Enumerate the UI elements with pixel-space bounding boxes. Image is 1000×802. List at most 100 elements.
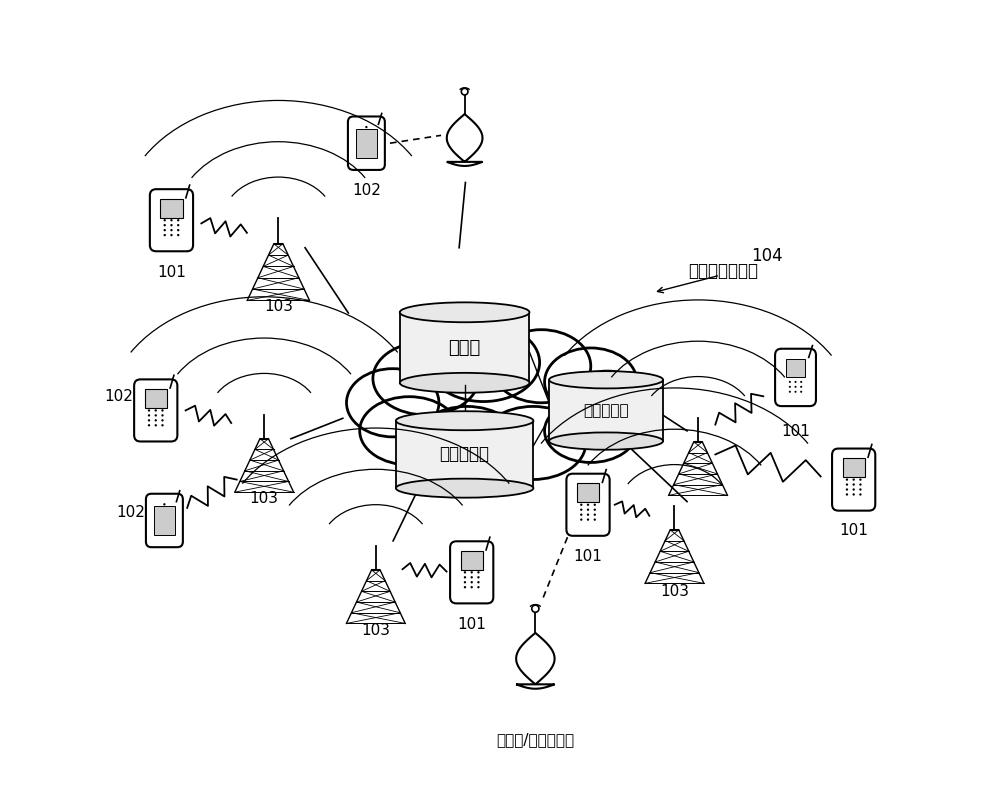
Circle shape: [587, 508, 589, 511]
Circle shape: [477, 571, 480, 573]
Ellipse shape: [396, 479, 533, 498]
Circle shape: [170, 219, 173, 221]
Text: 102: 102: [352, 183, 381, 198]
Text: 102: 102: [104, 389, 133, 404]
Circle shape: [161, 409, 164, 411]
Circle shape: [161, 414, 164, 416]
FancyBboxPatch shape: [577, 484, 599, 502]
FancyBboxPatch shape: [134, 379, 177, 441]
FancyBboxPatch shape: [146, 494, 183, 547]
Circle shape: [594, 504, 596, 506]
Circle shape: [148, 424, 150, 427]
Circle shape: [789, 386, 791, 388]
Text: 103: 103: [250, 491, 279, 506]
FancyBboxPatch shape: [154, 506, 175, 535]
Polygon shape: [396, 421, 533, 488]
FancyBboxPatch shape: [461, 551, 483, 570]
Ellipse shape: [396, 411, 533, 430]
Circle shape: [580, 508, 582, 511]
Circle shape: [580, 504, 582, 506]
Text: 101: 101: [574, 549, 602, 564]
Circle shape: [177, 234, 179, 237]
Circle shape: [177, 219, 179, 221]
Ellipse shape: [373, 342, 479, 415]
Circle shape: [794, 386, 797, 388]
Circle shape: [471, 586, 473, 589]
Circle shape: [471, 571, 473, 573]
Circle shape: [846, 479, 848, 480]
Circle shape: [477, 576, 480, 578]
Text: 101: 101: [457, 617, 486, 632]
Circle shape: [846, 484, 848, 486]
Circle shape: [859, 484, 862, 486]
FancyBboxPatch shape: [356, 129, 377, 158]
Circle shape: [365, 126, 368, 128]
Text: 101: 101: [839, 523, 868, 537]
Circle shape: [163, 503, 166, 505]
Text: 103: 103: [660, 584, 689, 599]
Text: 103: 103: [264, 299, 293, 314]
FancyBboxPatch shape: [145, 389, 167, 408]
Circle shape: [164, 234, 166, 237]
Text: 103: 103: [361, 623, 390, 638]
Circle shape: [789, 381, 791, 383]
Circle shape: [164, 224, 166, 226]
Circle shape: [846, 488, 848, 491]
Circle shape: [853, 493, 855, 496]
Circle shape: [464, 581, 466, 583]
Ellipse shape: [414, 407, 520, 480]
FancyBboxPatch shape: [566, 474, 610, 536]
Circle shape: [800, 386, 802, 388]
Circle shape: [859, 493, 862, 496]
Ellipse shape: [347, 369, 439, 437]
Circle shape: [155, 414, 157, 416]
Circle shape: [800, 381, 802, 383]
Text: 集中式云服务器: 集中式云服务器: [689, 262, 759, 281]
FancyBboxPatch shape: [150, 189, 193, 251]
Circle shape: [587, 518, 589, 520]
Ellipse shape: [400, 373, 529, 393]
Ellipse shape: [545, 348, 637, 416]
Circle shape: [594, 518, 596, 520]
Ellipse shape: [549, 432, 663, 450]
Polygon shape: [447, 114, 483, 166]
Circle shape: [170, 224, 173, 226]
Circle shape: [794, 381, 797, 383]
Circle shape: [853, 484, 855, 486]
Polygon shape: [400, 312, 529, 383]
FancyBboxPatch shape: [832, 448, 875, 511]
Circle shape: [859, 479, 862, 480]
Text: 102: 102: [116, 505, 145, 520]
Ellipse shape: [427, 323, 540, 402]
Circle shape: [155, 419, 157, 422]
Circle shape: [853, 479, 855, 480]
FancyBboxPatch shape: [348, 116, 385, 170]
Text: 计算服务器: 计算服务器: [583, 403, 629, 418]
Ellipse shape: [360, 397, 459, 465]
Circle shape: [587, 513, 589, 516]
FancyBboxPatch shape: [450, 541, 493, 603]
Circle shape: [161, 424, 164, 427]
Circle shape: [594, 513, 596, 516]
Circle shape: [155, 409, 157, 411]
Circle shape: [155, 424, 157, 427]
Ellipse shape: [549, 371, 663, 388]
Circle shape: [170, 234, 173, 237]
Text: 数据库: 数据库: [449, 338, 481, 357]
Circle shape: [477, 581, 480, 583]
Ellipse shape: [564, 371, 650, 435]
Circle shape: [587, 504, 589, 506]
Text: 伪基站/非法接入点: 伪基站/非法接入点: [496, 731, 574, 747]
Circle shape: [148, 414, 150, 416]
Ellipse shape: [384, 357, 616, 460]
Circle shape: [471, 581, 473, 583]
Circle shape: [580, 513, 582, 516]
Text: 101: 101: [781, 423, 810, 439]
FancyBboxPatch shape: [775, 349, 816, 406]
FancyBboxPatch shape: [160, 199, 183, 218]
Circle shape: [846, 493, 848, 496]
Circle shape: [177, 229, 179, 231]
Circle shape: [148, 419, 150, 422]
Circle shape: [477, 586, 480, 589]
Circle shape: [464, 571, 466, 573]
